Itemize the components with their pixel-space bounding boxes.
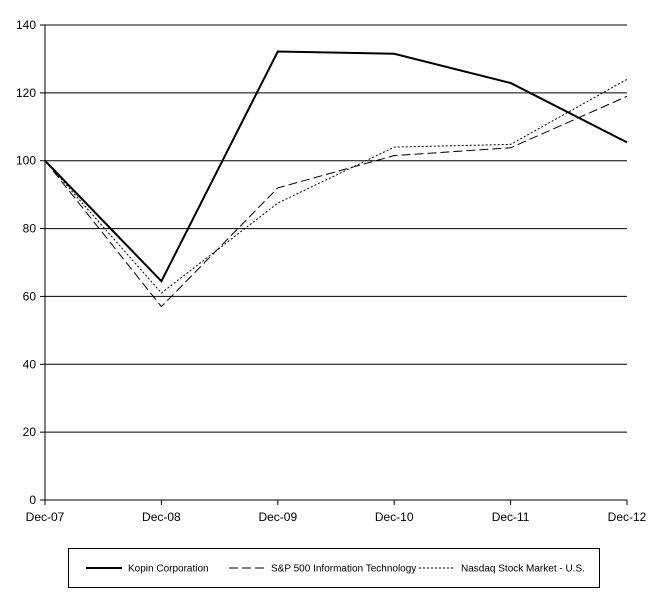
y-tick-label: 20 — [23, 425, 37, 439]
series-line — [44, 50, 628, 283]
x-tick-label: Dec-07 — [26, 510, 65, 524]
plot-area — [44, 50, 628, 308]
x-tick-label: Dec-10 — [375, 510, 414, 524]
y-tick-label: 0 — [29, 493, 36, 507]
y-tick-label: 140 — [16, 18, 36, 32]
y-tick-label: 80 — [23, 222, 37, 236]
gridlines — [45, 24, 627, 501]
legend-box — [68, 548, 600, 588]
y-tick-label: 40 — [23, 357, 37, 371]
y-tick-label: 120 — [16, 86, 36, 100]
y-tick-label: 60 — [23, 289, 37, 303]
x-tick-label: Dec-08 — [142, 510, 181, 524]
series-line — [44, 95, 628, 308]
legend-label: S&P 500 Information Technology — [271, 564, 416, 575]
y-tick-label: 100 — [16, 154, 36, 168]
series-line — [44, 78, 628, 294]
y-axis: 0 20 40 60 80 100 120 140 — [16, 18, 46, 507]
legend: Kopin Corporation S&P 500 Information Tec… — [68, 548, 600, 588]
x-tick-label: Dec-09 — [258, 510, 297, 524]
legend-label: Kopin Corporation — [128, 564, 209, 575]
legend-label: Nasdaq Stock Market - U.S. — [461, 564, 585, 575]
x-tick-label: Dec-12 — [608, 510, 647, 524]
x-axis: Dec-07 Dec-08 Dec-09 Dec-10 Dec-11 Dec-12 — [26, 499, 647, 524]
x-tick-label: Dec-11 — [492, 510, 530, 524]
